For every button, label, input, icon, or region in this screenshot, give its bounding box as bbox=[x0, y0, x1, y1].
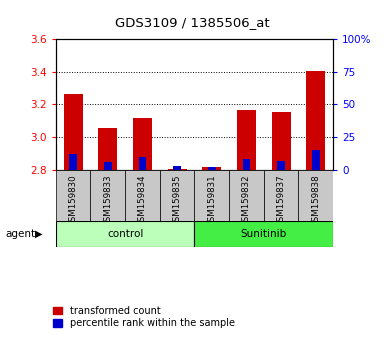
Bar bbox=[139, 157, 146, 170]
Text: GSM159830: GSM159830 bbox=[69, 174, 78, 227]
Bar bbox=[56, 221, 194, 247]
Bar bbox=[64, 94, 83, 170]
Bar bbox=[312, 150, 320, 170]
Bar bbox=[194, 170, 229, 221]
Text: GSM159835: GSM159835 bbox=[172, 174, 182, 227]
Bar bbox=[194, 221, 333, 247]
Bar bbox=[264, 170, 298, 221]
Text: ▶: ▶ bbox=[35, 229, 42, 239]
Bar bbox=[208, 167, 216, 170]
Text: GSM159838: GSM159838 bbox=[311, 174, 320, 227]
Text: agent: agent bbox=[6, 229, 36, 239]
Text: GSM159831: GSM159831 bbox=[207, 174, 216, 227]
Text: Sunitinib: Sunitinib bbox=[241, 229, 287, 239]
Bar bbox=[98, 128, 117, 170]
Bar bbox=[202, 167, 221, 170]
Bar bbox=[277, 161, 285, 170]
Text: control: control bbox=[107, 229, 143, 239]
Bar bbox=[104, 162, 112, 170]
Bar bbox=[56, 170, 90, 221]
Bar bbox=[229, 170, 264, 221]
Bar bbox=[90, 170, 125, 221]
Bar bbox=[125, 170, 160, 221]
Bar bbox=[306, 71, 325, 170]
Bar bbox=[160, 170, 194, 221]
Text: GSM159837: GSM159837 bbox=[276, 174, 286, 227]
Bar bbox=[298, 170, 333, 221]
Bar bbox=[133, 118, 152, 170]
Text: GSM159832: GSM159832 bbox=[242, 174, 251, 227]
Bar bbox=[243, 159, 250, 170]
Bar bbox=[69, 154, 77, 170]
Bar bbox=[167, 169, 187, 170]
Bar bbox=[237, 110, 256, 170]
Text: GDS3109 / 1385506_at: GDS3109 / 1385506_at bbox=[115, 17, 270, 29]
Bar bbox=[271, 112, 291, 170]
Text: GSM159833: GSM159833 bbox=[103, 174, 112, 227]
Bar bbox=[173, 166, 181, 170]
Text: GSM159834: GSM159834 bbox=[138, 174, 147, 227]
Legend: transformed count, percentile rank within the sample: transformed count, percentile rank withi… bbox=[53, 306, 234, 328]
